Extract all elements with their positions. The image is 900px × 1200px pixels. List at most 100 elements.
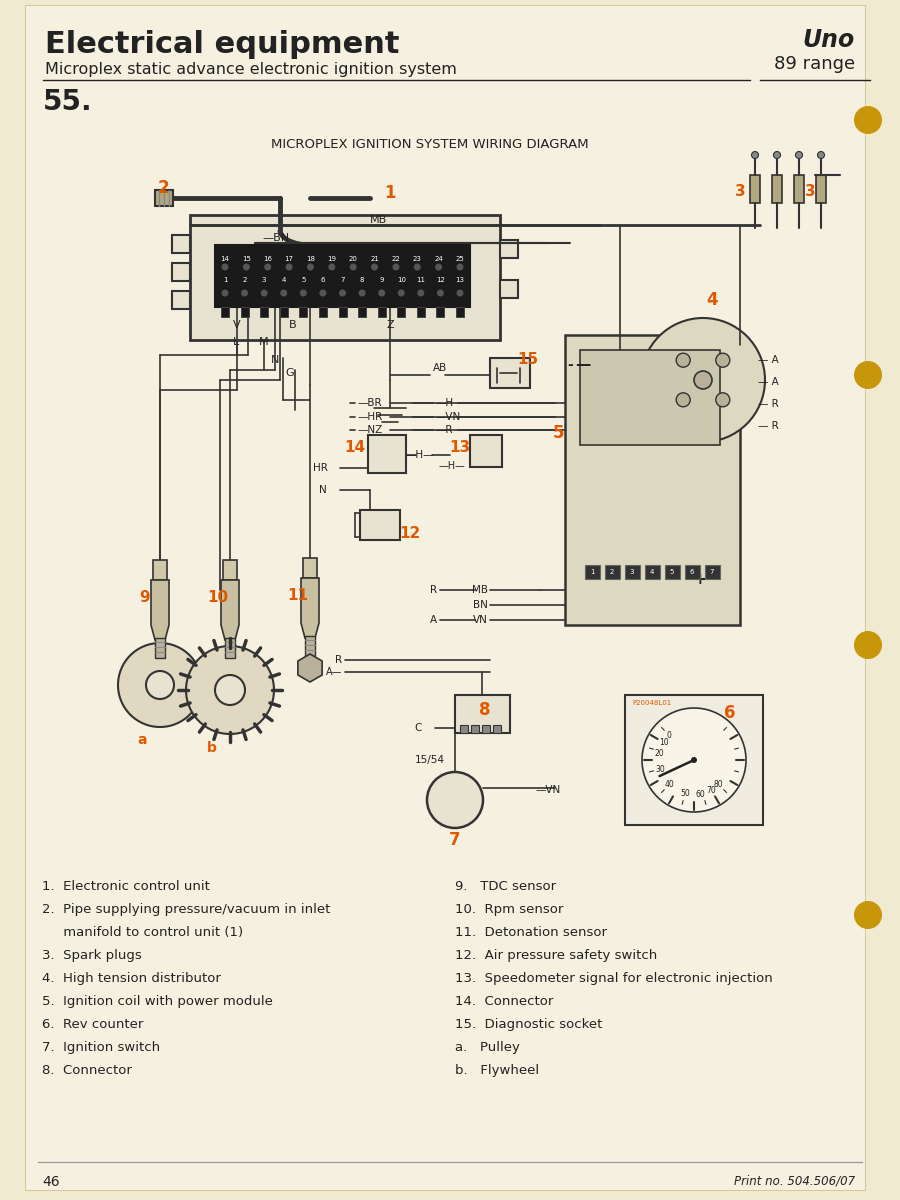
Text: A—: A—	[326, 667, 342, 677]
Circle shape	[280, 289, 287, 296]
Text: 3: 3	[734, 185, 745, 199]
Text: 12: 12	[436, 277, 445, 283]
Text: 10.  Rpm sensor: 10. Rpm sensor	[455, 902, 563, 916]
Text: 18: 18	[306, 256, 315, 262]
Text: 30: 30	[655, 764, 665, 774]
Text: 6: 6	[689, 569, 694, 575]
Bar	[280, 307, 288, 317]
Text: 25: 25	[455, 256, 464, 262]
Circle shape	[691, 757, 697, 763]
Text: 14: 14	[220, 256, 230, 262]
Circle shape	[854, 631, 882, 659]
Text: —H—: —H—	[438, 461, 465, 470]
Circle shape	[241, 289, 248, 296]
Text: 3: 3	[262, 277, 266, 283]
Text: 10: 10	[397, 277, 406, 283]
Text: AB: AB	[433, 362, 447, 373]
Text: 14.  Connector: 14. Connector	[455, 995, 554, 1008]
Bar	[190, 215, 500, 340]
Circle shape	[456, 289, 464, 296]
Text: 8: 8	[360, 277, 364, 283]
Text: G: G	[285, 368, 294, 378]
Circle shape	[243, 264, 250, 270]
Text: —NZ: —NZ	[357, 425, 382, 434]
Text: 1: 1	[223, 277, 227, 283]
Circle shape	[694, 371, 712, 389]
Text: 4: 4	[282, 277, 286, 283]
Text: — A: — A	[758, 377, 778, 386]
Text: 24: 24	[435, 256, 443, 262]
Text: 22: 22	[392, 256, 400, 262]
Text: 7: 7	[449, 830, 461, 850]
Text: C: C	[414, 722, 422, 733]
Text: V: V	[233, 320, 241, 330]
Text: b.   Flywheel: b. Flywheel	[455, 1064, 539, 1078]
Circle shape	[436, 289, 444, 296]
Circle shape	[358, 289, 365, 296]
Text: MB: MB	[370, 215, 387, 226]
Text: 46: 46	[42, 1175, 59, 1189]
Text: 13.  Speedometer signal for electronic injection: 13. Speedometer signal for electronic in…	[455, 972, 773, 985]
Text: 6.  Rev counter: 6. Rev counter	[42, 1018, 143, 1031]
Bar	[378, 307, 386, 317]
Text: —H: —H	[435, 398, 453, 408]
Text: 80: 80	[714, 780, 724, 790]
Bar	[397, 307, 405, 317]
Bar	[260, 307, 268, 317]
Text: 9.   TDC sensor: 9. TDC sensor	[455, 880, 556, 893]
Text: 5.  Ignition coil with power module: 5. Ignition coil with power module	[42, 995, 273, 1008]
Bar	[215, 245, 470, 307]
Circle shape	[392, 264, 400, 270]
Text: A: A	[430, 614, 437, 625]
Text: 12.  Air pressure safety switch: 12. Air pressure safety switch	[455, 949, 657, 962]
Circle shape	[378, 289, 385, 296]
Text: 21: 21	[370, 256, 379, 262]
Text: 16: 16	[263, 256, 272, 262]
Text: Electrical equipment: Electrical equipment	[45, 30, 400, 59]
Bar	[685, 565, 700, 578]
Text: 10: 10	[207, 590, 229, 606]
Text: N: N	[271, 355, 279, 365]
Text: 15: 15	[518, 353, 538, 367]
Bar	[153, 560, 167, 580]
Bar	[358, 307, 366, 317]
Bar	[360, 510, 400, 540]
Text: 7: 7	[340, 277, 345, 283]
Bar	[338, 307, 346, 317]
Text: 70: 70	[706, 786, 716, 794]
Circle shape	[817, 151, 824, 158]
Text: B: B	[289, 320, 297, 330]
Text: 3.  Spark plugs: 3. Spark plugs	[42, 949, 142, 962]
Circle shape	[773, 151, 780, 158]
Bar	[816, 175, 826, 203]
Circle shape	[265, 264, 271, 270]
Text: MICROPLEX IGNITION SYSTEM WIRING DIAGRAM: MICROPLEX IGNITION SYSTEM WIRING DIAGRAM	[271, 138, 589, 151]
Text: 15: 15	[242, 256, 251, 262]
Circle shape	[320, 289, 327, 296]
Circle shape	[215, 674, 245, 704]
Bar	[500, 240, 518, 258]
Text: —HR: —HR	[357, 412, 382, 422]
Text: 4: 4	[706, 290, 718, 308]
Text: —VN: —VN	[435, 412, 460, 422]
Bar	[490, 358, 530, 388]
Text: 11: 11	[287, 588, 309, 604]
Text: 3: 3	[630, 569, 634, 575]
Text: 13: 13	[449, 440, 471, 456]
Text: 23: 23	[413, 256, 422, 262]
Circle shape	[418, 289, 424, 296]
Text: 1: 1	[384, 184, 396, 202]
Circle shape	[300, 289, 307, 296]
Bar	[625, 695, 763, 826]
Bar	[155, 638, 165, 658]
Bar	[305, 636, 315, 656]
Text: —R: —R	[435, 425, 453, 434]
Text: — R: — R	[758, 421, 778, 431]
Text: 17: 17	[284, 256, 293, 262]
Text: 8.  Connector: 8. Connector	[42, 1064, 132, 1078]
Text: MB: MB	[472, 584, 488, 595]
Bar	[455, 695, 510, 733]
Text: 2.  Pipe supplying pressure/vacuum in inlet: 2. Pipe supplying pressure/vacuum in inl…	[42, 902, 330, 916]
Circle shape	[146, 671, 174, 698]
Text: M: M	[259, 337, 269, 347]
